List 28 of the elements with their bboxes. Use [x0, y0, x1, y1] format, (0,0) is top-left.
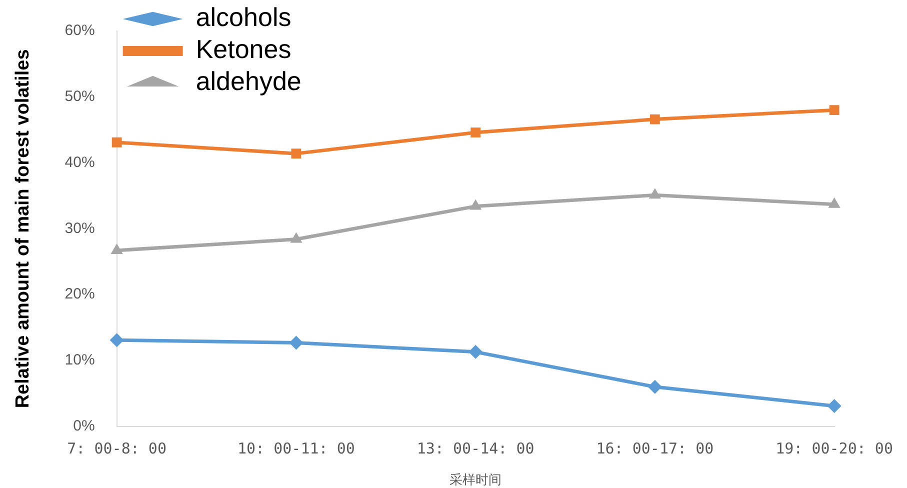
point — [289, 336, 304, 350]
x-tick-label: 7: 00-8: 00 — [67, 439, 166, 458]
y-tick-label: 40% — [64, 154, 95, 171]
point — [291, 148, 302, 159]
legend-label: alcohols — [196, 2, 292, 32]
point — [827, 398, 842, 413]
y-tick-label: 50% — [64, 88, 95, 106]
point — [110, 333, 124, 348]
point — [470, 128, 481, 138]
y-tick-label: 0% — [73, 418, 95, 435]
x-tick-label: 19: 00-20: 00 — [776, 439, 894, 458]
x-axis-title: 采样时间 — [450, 472, 502, 487]
y-tick-label: 20% — [64, 286, 95, 303]
x-tick-label: 13: 00-14: 00 — [416, 439, 534, 458]
point — [648, 380, 662, 394]
y-tick-label: 60% — [64, 22, 95, 40]
legend-label: aldehyde — [196, 66, 302, 96]
point — [650, 114, 660, 124]
y-axis-title: Relative amount of main forest volatiles — [12, 49, 34, 408]
point — [648, 188, 661, 199]
x-tick-label: 10: 00-11: 00 — [237, 439, 355, 458]
point — [468, 344, 483, 359]
legend-label: Ketones — [196, 34, 292, 64]
y-tick-label: 30% — [64, 220, 95, 237]
point — [112, 137, 122, 148]
point — [829, 105, 840, 116]
y-tick-label: 10% — [64, 352, 95, 369]
x-tick-label: 16: 00-17: 00 — [596, 439, 714, 458]
